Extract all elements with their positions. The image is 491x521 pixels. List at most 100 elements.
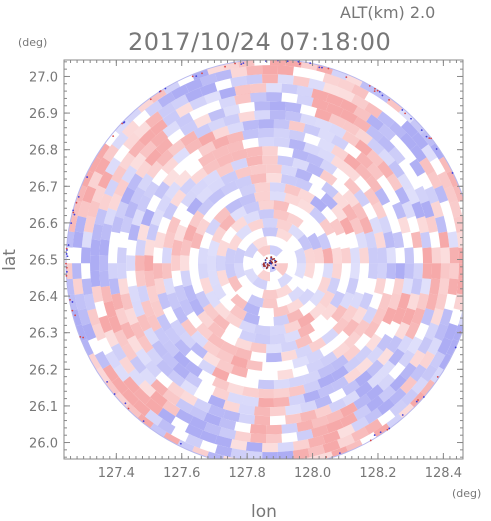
radar-sector [296, 429, 314, 441]
radar-sector [126, 255, 136, 272]
radar-sector [286, 298, 304, 314]
radar-sector [292, 448, 310, 459]
radar-sector [162, 202, 178, 221]
edge-speckle [201, 72, 203, 75]
x-axis-unit: (deg) [452, 487, 481, 500]
radar-sector [117, 278, 130, 295]
radar-sector [355, 152, 374, 169]
y-axis-ticks: 26.0 26.1 26.2 26.3 26.4 26.5 26.6 26.7 26.8 26.9… [29, 61, 463, 458]
radar-sector [377, 247, 388, 264]
radar-sector [438, 278, 450, 295]
radar-sector [252, 276, 268, 290]
radar-sector [280, 174, 298, 187]
edge-speckle [388, 427, 391, 430]
radar-sector [364, 418, 383, 435]
radar-sector [284, 183, 301, 197]
radar-sector [220, 170, 239, 186]
radar-sector [185, 87, 203, 103]
radar-sector [81, 338, 94, 356]
radar-sector [234, 175, 252, 189]
radar-sector [250, 92, 267, 103]
radar-sector [273, 378, 291, 390]
radar-sector [177, 439, 195, 452]
radar-sector [156, 359, 174, 377]
radar-sector [104, 329, 119, 348]
edge-speckle [388, 98, 390, 101]
radar-sector [351, 84, 369, 100]
radar-sector [128, 224, 141, 241]
edge-speckle [386, 428, 389, 431]
radar-sector [250, 424, 267, 435]
radar-sector [258, 209, 275, 220]
radar-sector [389, 399, 408, 417]
radar-sector [197, 198, 215, 216]
radar-sector [262, 74, 279, 84]
radar-sector [164, 327, 181, 345]
radar-sector [225, 198, 243, 214]
radar-sector [466, 231, 474, 247]
radar-sector [351, 416, 370, 432]
radar-sector [94, 157, 111, 176]
radar-sector [254, 182, 270, 193]
radar-sector [143, 181, 160, 199]
radar-sector [456, 231, 463, 248]
radar-sector [131, 299, 145, 318]
radar-sector [172, 306, 189, 324]
center-speckle [274, 259, 276, 262]
edge-speckle [224, 65, 226, 68]
radar-sector [437, 337, 453, 356]
radar-sector [166, 292, 181, 310]
radar-sector [386, 263, 397, 280]
radar-sector [420, 278, 432, 295]
radar-sector [331, 304, 348, 323]
radar-sector [185, 423, 203, 439]
radar-sector [225, 312, 243, 328]
edge-speckle [65, 247, 68, 250]
radar-sector [207, 269, 220, 287]
radar-sector [266, 164, 282, 174]
radar-sector [401, 200, 416, 219]
radar-sector [386, 335, 403, 354]
radar-sector [254, 406, 270, 417]
radar-sector [405, 321, 420, 340]
edge-speckle [121, 122, 124, 125]
radar-sector [227, 234, 243, 251]
radar-sector [306, 348, 324, 364]
radar-sector [180, 120, 198, 136]
radar-sector [363, 187, 380, 206]
radar-sector [297, 234, 313, 251]
radar-sector [353, 404, 372, 421]
edge-speckle [425, 135, 428, 138]
radar-sector [308, 435, 326, 448]
radar-sector [207, 117, 226, 132]
radar-sector [262, 155, 279, 165]
radar-sector [99, 239, 110, 256]
radar-sector [226, 382, 245, 396]
radar-sector [314, 117, 333, 132]
radar-sector [328, 123, 347, 139]
radar-sector [388, 160, 405, 179]
radar-sector [288, 375, 306, 388]
radar-sector [438, 231, 450, 248]
radar-sector [407, 336, 423, 355]
radar-sector [443, 323, 458, 341]
edge-speckle [65, 274, 68, 277]
radar-sector [202, 303, 220, 321]
radar-sector [377, 373, 396, 391]
radar-sector [266, 343, 283, 354]
radar-sector [388, 348, 405, 366]
radar-sector [226, 131, 245, 144]
radar-sector [216, 239, 230, 257]
radar-sector [358, 247, 370, 264]
radar-sector [262, 146, 278, 156]
radar-sector [351, 202, 368, 221]
radar-sector [72, 231, 84, 248]
radar-sector [270, 406, 286, 417]
radar-sector [377, 135, 396, 153]
radar-sector [238, 60, 255, 68]
radar-sector [156, 313, 172, 332]
radar-sector [162, 110, 181, 127]
radar-sector [199, 82, 218, 97]
radar-sector [321, 303, 338, 321]
radar-sector [140, 300, 155, 318]
